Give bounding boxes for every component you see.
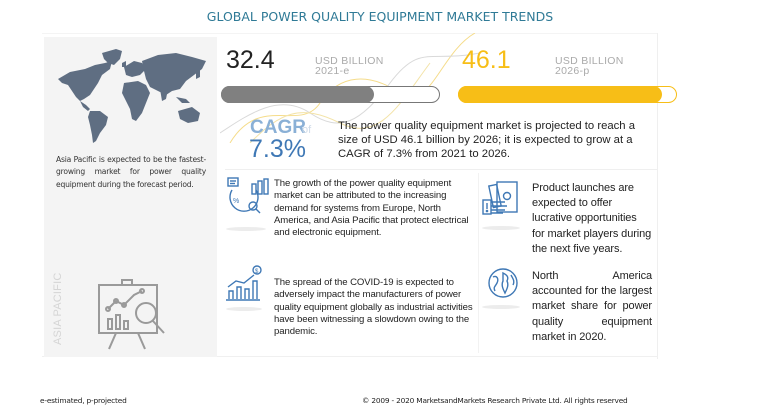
market-size-2026-value: 46.1 [462,46,511,74]
cagr-of-label: of [302,124,312,136]
page-title: GLOBAL POWER QUALITY EQUIPMENT MARKET TR… [206,9,554,24]
highlight-text: Product launches are expected to offer l… [532,182,652,255]
unit-label: USD BILLION [555,55,624,67]
highlight-text: The growth of the power quality equipmen… [274,178,469,239]
year-label: 2026-p [555,65,590,77]
highlight-text: North America accounted for the largest … [532,270,652,343]
cagr-value: 7.3% [249,135,306,163]
cagr-label: CAGR [250,117,306,138]
icon-shadow [482,305,520,309]
card-border-top [42,33,658,34]
icon-shadow [482,226,520,230]
market-size-2026-bar [458,86,677,103]
market-size-2026-bar-fill [458,86,662,103]
unit-label: USD BILLION [315,55,384,67]
year-label: 2021-e [315,65,350,77]
svg-text:%: % [233,198,239,205]
market-size-2021-value: 32.4 [226,46,275,74]
market-size-2021-bar-fill [221,86,375,103]
icon-shadow [226,307,262,311]
svg-text:$: $ [255,269,259,275]
presentation-chart-magnifier-icon [98,279,165,350]
region-description: Asia Pacific is expected to be the faste… [56,155,206,189]
globe-icon [488,268,518,298]
hand-money-icon [482,181,518,215]
highlight-text: The spread of the COVID-19 is expected t… [274,277,473,338]
world-map-icon [58,49,206,143]
market-size-2026-unit: USD BILLION 2026-p [555,55,624,77]
icon-shadow [226,227,266,231]
section-divider [225,169,657,170]
copyright-notice: © 2009 - 2020 MarketsandMarkets Research… [362,396,628,405]
cagr-summary: The power quality equipment market is pr… [338,120,636,160]
footnote-legend: e-estimated, p-projected [40,396,127,405]
region-panel: Asia Pacific is expected to be the faste… [44,37,217,357]
region-label: ASIA PACIFIC [52,272,64,346]
market-size-2021-unit: USD BILLION 2021-e [315,55,384,77]
market-size-2021-bar [221,86,440,103]
analytics-report-icon: % [227,177,269,214]
column-divider [478,173,479,353]
card-border-right [657,33,658,359]
growth-chart-dollar-icon: $ [226,265,262,301]
card-border-bottom [42,356,658,357]
